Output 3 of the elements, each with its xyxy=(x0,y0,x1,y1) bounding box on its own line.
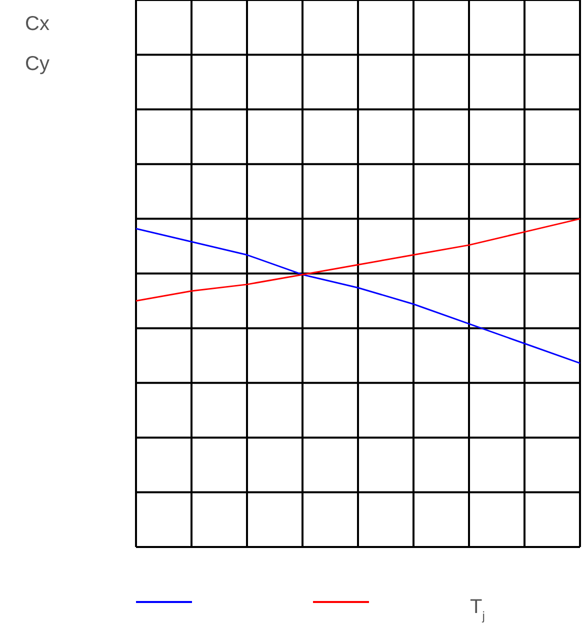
text: Cx xyxy=(25,13,50,35)
x-axis-title: T$_{j}$ xyxy=(470,596,485,623)
text: Cy xyxy=(25,53,50,75)
